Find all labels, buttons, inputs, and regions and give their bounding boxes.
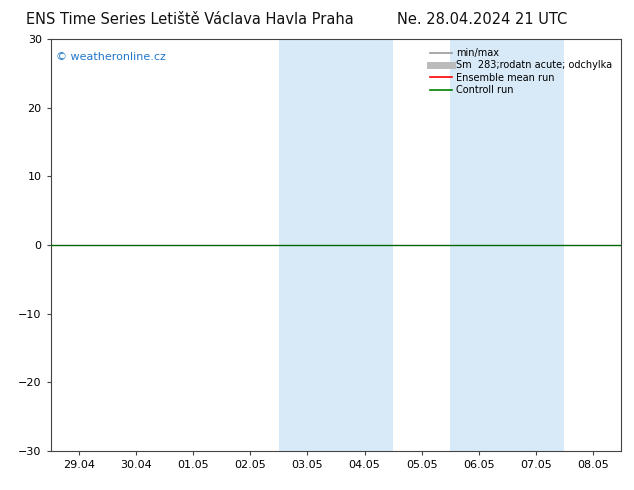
Bar: [450, 39, 564, 451]
Text: Ne. 28.04.2024 21 UTC: Ne. 28.04.2024 21 UTC: [397, 12, 567, 27]
Text: ENS Time Series Letiště Václava Havla Praha: ENS Time Series Letiště Václava Havla Pr…: [27, 12, 354, 27]
Text: © weatheronline.cz: © weatheronline.cz: [56, 51, 166, 62]
Bar: [279, 39, 393, 451]
Legend: min/max, Sm  283;rodatn acute; odchylka, Ensemble mean run, Controll run: min/max, Sm 283;rodatn acute; odchylka, …: [426, 44, 616, 99]
